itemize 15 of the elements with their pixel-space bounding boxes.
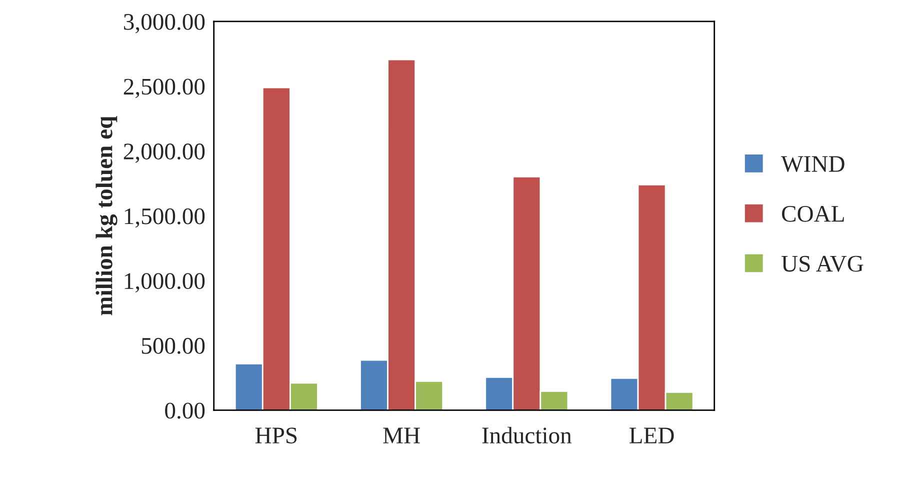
y-tick-label: 1,000.00 (124, 273, 205, 292)
y-tick-label: 2,500.00 (124, 78, 205, 98)
x-tick-label: HPS (255, 428, 297, 444)
y-tick-label: 2,000.00 (124, 144, 205, 163)
y-tick-label: 0.00 (165, 402, 205, 419)
x-tick-label: Induction (482, 426, 572, 444)
y-axis-title: million kg toluen eq (96, 116, 118, 316)
legend-label: WIND (781, 156, 844, 172)
legend-label: US AVG (782, 256, 864, 272)
x-tick-label: MH (383, 428, 420, 444)
y-tick-label: 1,500.00 (124, 208, 205, 228)
y-tick-label: 500.00 (142, 338, 205, 354)
legend-label: COAL (782, 206, 844, 222)
x-tick-label: LED (630, 428, 674, 444)
y-tick-label: 3,000.00 (124, 14, 205, 34)
